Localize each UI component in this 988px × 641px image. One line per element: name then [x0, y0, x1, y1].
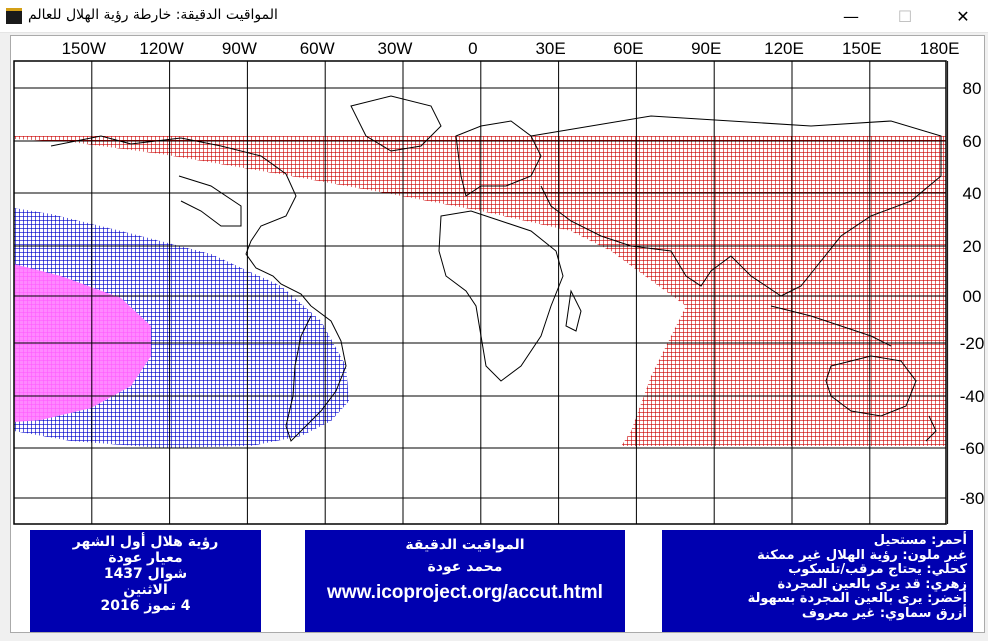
longitude-tick: 60W [300, 39, 335, 58]
close-button[interactable]: ✕ [956, 6, 970, 26]
longitude-tick: 90E [691, 39, 721, 58]
latitude-tick: 20 [963, 237, 982, 256]
latitude-tick: -40 [960, 387, 984, 406]
latitude-tick: 60 [963, 132, 982, 151]
visibility-map: 150W 120W 90W 60W 30W 0 30E 60E 90E 120E 150E 180E … [13, 39, 985, 525]
latitude-labels: 80 60 40 20 00 -20 -40 -60 -80 [960, 79, 985, 508]
longitude-tick: 180E [920, 39, 960, 58]
longitude-tick: 30E [535, 39, 565, 58]
legend-uncolored: غير ملون: رؤية الهلال غير ممكنة [757, 547, 967, 563]
longitude-tick: 30W [378, 39, 413, 58]
latitude-tick: 40 [963, 184, 982, 203]
map-border [13, 60, 947, 525]
longitude-tick: 0 [468, 39, 477, 58]
longitude-tick: 90W [222, 39, 257, 58]
minimize-button[interactable]: — [843, 6, 859, 26]
longitude-labels: 150W 120W 90W 60W 30W 0 30E 60E 90E 120E 150E 180E [62, 39, 960, 58]
coastlines [50, 95, 942, 442]
longitude-tick: 60E [613, 39, 643, 58]
legend-green: أخضر: يرى بالعين المجردة بسهولة [747, 591, 967, 606]
hijri-month: شوال 1437 [103, 566, 188, 582]
maximize-button[interactable]: ☐ [897, 6, 913, 26]
author-name: محمد عودة [427, 559, 503, 575]
title-bar: المواقيت الدقيقة: خارطة رؤية الهلال للعا… [0, 0, 988, 33]
color-legend: أحمر: مستحيل غير ملون: رؤية الهلال غير م… [662, 530, 973, 632]
latitude-tick: 00 [963, 287, 982, 306]
legend-sky-blue: أزرق سماوي: غير معروف [801, 605, 967, 621]
website-link[interactable]: www.icoproject.org/accut.html [327, 582, 603, 603]
latitude-tick: -60 [960, 439, 984, 458]
legend-pink: زهري: قد يرى بالعين المجردة [777, 576, 967, 592]
latitude-tick: -80 [960, 489, 984, 508]
month-info-box: رؤية هلال أول الشهر معيار عودة شوال 1437… [30, 530, 261, 632]
legend-red: أحمر: مستحيل [873, 533, 967, 548]
criterion-label: معيار عودة [108, 550, 183, 566]
weekday: الاثنين [123, 582, 168, 598]
latitude-tick: -20 [960, 334, 984, 353]
visibility-regions [14, 136, 946, 448]
region-impossible-red [14, 136, 946, 446]
lat-lon-grid [13, 60, 949, 525]
longitude-tick: 150W [62, 39, 106, 58]
longitude-tick: 120E [764, 39, 804, 58]
latitude-tick: 80 [963, 79, 982, 98]
app-icon [6, 8, 22, 24]
longitude-tick: 120W [139, 39, 183, 58]
legend-navy: كحلي: يحتاج مرقب/تلسكوب [788, 562, 967, 577]
month-info-title: رؤية هلال أول الشهر [72, 534, 219, 550]
window-title: المواقيت الدقيقة: خارطة رؤية الهلال للعا… [28, 7, 278, 23]
program-name: المواقيت الدقيقة [405, 537, 525, 553]
longitude-tick: 150E [842, 39, 882, 58]
credits-box: المواقيت الدقيقة محمد عودة www.icoprojec… [305, 530, 625, 632]
gregorian-date: 4 تموز 2016 [100, 598, 191, 614]
